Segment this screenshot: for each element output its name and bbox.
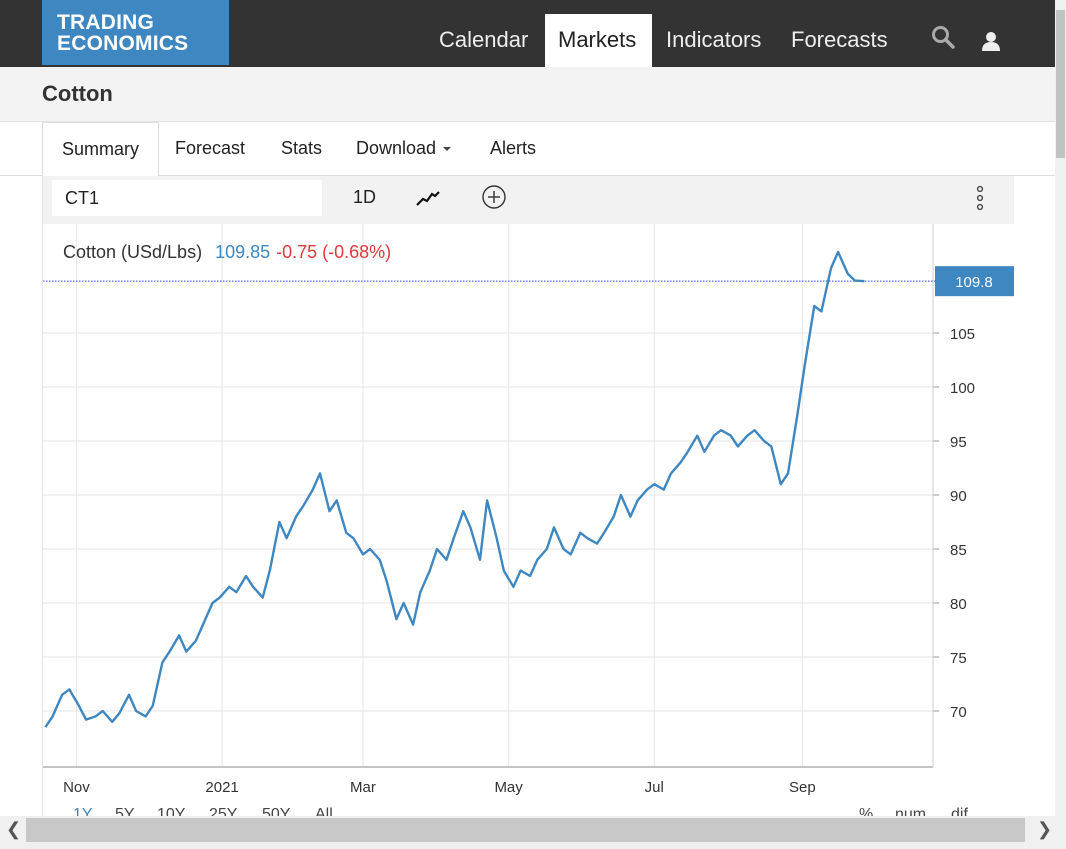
tab-bar: Summary Forecast Stats Download Alerts	[0, 122, 1055, 177]
x-tick-label: May	[494, 779, 523, 796]
trading-economics-logo[interactable]: TRADING ECONOMICS	[42, 0, 229, 65]
nav-calendar[interactable]: Calendar	[439, 27, 529, 52]
nav-forecasts[interactable]: Forecasts	[791, 27, 888, 52]
user-icon[interactable]	[980, 30, 1002, 52]
interval-selector[interactable]: 1D	[353, 187, 377, 207]
legend-series-name: Cotton (USd/Lbs)	[63, 242, 203, 262]
y-tick-label: 70	[950, 704, 967, 721]
tab-forecast[interactable]: Forecast	[175, 138, 246, 158]
y-tick-label: 105	[950, 326, 975, 343]
price-chart[interactable]: 70 75 80 85 90 95 100 105 109.8 Nov 2021 Mar May Jul…	[43, 176, 1014, 804]
y-tick-label: 75	[950, 650, 967, 667]
x-tick-label: Jul	[645, 779, 664, 796]
x-tick-label: 2021	[205, 779, 238, 796]
range-10y[interactable]: 10Y	[157, 806, 186, 816]
horizontal-scrollbar[interactable]: ❮ ❯	[0, 816, 1066, 849]
vertical-scrollbar-thumb[interactable]	[1056, 10, 1065, 158]
nav-markets[interactable]: Markets	[545, 14, 652, 67]
chart-toolbar: 1D	[43, 176, 1014, 224]
tab-summary[interactable]: Summary	[42, 122, 160, 177]
top-navigation-bar: TRADING ECONOMICS Calendar Markets Indic…	[0, 0, 1055, 67]
last-value-label: 109.8	[955, 274, 993, 291]
chart-panel: 1D 70 75 80 85 90 95 100 105 109.8 Nov 2021 Mar May…	[42, 176, 1014, 816]
legend-price: 109.85	[215, 242, 271, 262]
y-tick-label: 80	[950, 596, 967, 613]
mode-num[interactable]: num	[895, 806, 927, 816]
tab-alerts[interactable]: Alerts	[490, 138, 537, 158]
logo-line-1: TRADING	[57, 11, 155, 34]
x-tick-label: Mar	[350, 779, 376, 796]
scroll-left-icon[interactable]: ❮	[6, 819, 22, 839]
y-tick-label: 100	[950, 380, 975, 397]
nav-indicators[interactable]: Indicators	[666, 27, 762, 52]
line-chart-icon[interactable]	[415, 186, 441, 210]
more-vertical-icon[interactable]	[973, 184, 987, 212]
title-bar: Cotton	[0, 67, 1055, 122]
tab-download-label: Download	[356, 138, 437, 158]
logo-line-2: ECONOMICS	[57, 32, 189, 55]
y-tick-label: 85	[950, 542, 967, 559]
range-25y[interactable]: 25Y	[209, 806, 238, 816]
range-50y[interactable]: 50Y	[262, 806, 291, 816]
price-series-line	[44, 250, 865, 728]
x-tick-label: Sep	[789, 779, 816, 796]
x-tick-label: Nov	[63, 779, 90, 796]
y-tick-label: 95	[950, 434, 967, 451]
tab-stats[interactable]: Stats	[281, 138, 323, 158]
scroll-right-icon[interactable]: ❯	[1037, 819, 1053, 839]
legend-change: -0.75 (-0.68%)	[276, 242, 392, 262]
mode-dif[interactable]: dif	[951, 806, 968, 816]
range-5y[interactable]: 5Y	[115, 806, 135, 816]
chart-legend: Cotton (USd/Lbs) 109.85 -0.75 (-0.68%)	[63, 242, 391, 263]
mode-percent[interactable]: %	[859, 806, 874, 816]
search-icon[interactable]	[931, 25, 955, 49]
symbol-input[interactable]	[52, 180, 322, 216]
tab-download[interactable]: Download	[337, 122, 470, 176]
range-all[interactable]: All	[315, 806, 333, 816]
y-tick-label: 90	[950, 488, 967, 505]
vertical-scrollbar[interactable]	[1055, 0, 1066, 816]
add-circle-icon[interactable]	[481, 184, 507, 210]
chevron-down-icon	[443, 147, 452, 152]
horizontal-scrollbar-thumb[interactable]	[26, 818, 1025, 842]
range-selector: 1Y 5Y 10Y 25Y 50Y All % num dif	[43, 804, 1014, 816]
range-1y[interactable]: 1Y	[73, 806, 93, 816]
last-value-box	[935, 266, 1014, 297]
page-title: Cotton	[42, 81, 113, 106]
